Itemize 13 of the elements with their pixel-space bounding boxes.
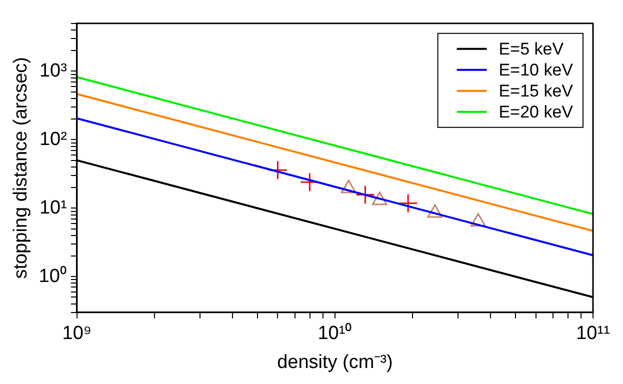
legend-label: E=5 keV — [498, 40, 564, 59]
legend-label: E=10 keV — [498, 60, 574, 80]
y-axis-title: stopping distance (arcsec) — [10, 57, 32, 279]
y-tick-label: 10¹ — [39, 197, 67, 218]
x-tick-label: 10¹¹ — [576, 323, 610, 344]
y-tick-label: 10² — [39, 128, 67, 150]
x-tick-label: 10⁹ — [62, 323, 92, 344]
legend-label: E=20 keV — [498, 102, 574, 122]
legend-label: E=15 keV — [498, 82, 574, 101]
y-tick-label: 10⁰ — [38, 264, 67, 287]
y-tick-label: 10³ — [39, 60, 67, 82]
x-axis-title: density (cm⁻³) — [277, 352, 393, 373]
x-tick-label: 10¹⁰ — [318, 322, 352, 344]
